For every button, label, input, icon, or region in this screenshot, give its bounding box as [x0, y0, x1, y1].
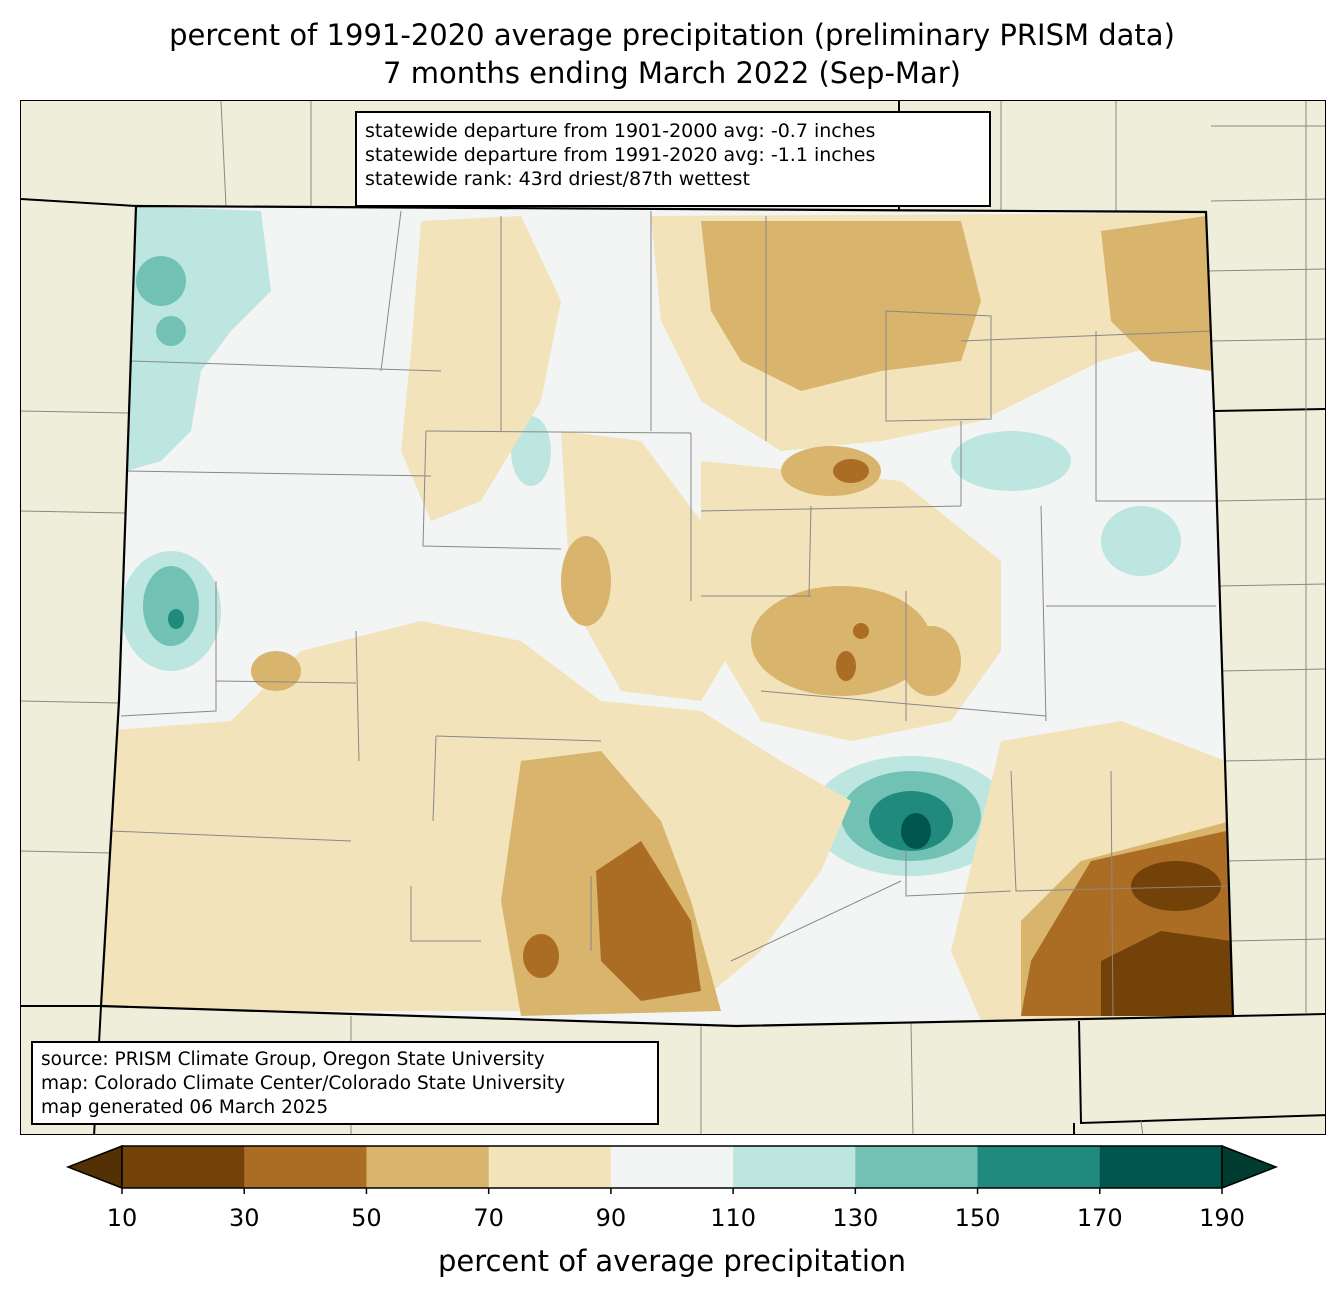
- colorado-border: [99, 204, 1235, 1028]
- colorbar-tick-label: 30: [228, 1204, 260, 1232]
- source-line: source: PRISM Climate Group, Oregon Stat…: [41, 1049, 545, 1070]
- nebraska-kansas-border: [1213, 408, 1325, 412]
- colorbar-tick-label: 170: [1076, 1204, 1123, 1232]
- neighbor-county-lines: [21, 101, 1325, 1134]
- stats-departure-1991: statewide departure from 1991-2020 avg: …: [365, 144, 876, 166]
- colorbar-bin: [488, 1146, 612, 1188]
- colorbar-tick-label: 90: [595, 1204, 627, 1232]
- wyoming-utah-border: [21, 198, 137, 207]
- colorbar-arrow-low: [65, 1144, 123, 1190]
- colorbar-bin: [977, 1146, 1101, 1188]
- colorbar-bin: [1099, 1146, 1223, 1188]
- colorbar-tick-label: 50: [351, 1204, 382, 1232]
- colorbar-bin: [366, 1146, 490, 1188]
- colorbar-tick-label: 130: [832, 1204, 879, 1232]
- colorbar-bin: [610, 1146, 734, 1188]
- oklahoma-border: [1232, 1013, 1325, 1017]
- colorbar-bin: [733, 1146, 856, 1188]
- statewide-stats-box: statewide departure from 1901-2000 avg: …: [355, 111, 991, 207]
- colorbar-label: percent of average precipitation: [437, 1244, 907, 1278]
- colorbar-tick-label: 70: [473, 1204, 504, 1232]
- colorbar-tick-label: 150: [954, 1204, 1001, 1232]
- map-title-line1: percent of 1991-2020 average precipitati…: [169, 18, 1175, 52]
- colorbar-tick-label: 190: [1199, 1204, 1245, 1232]
- colorbar-bin: [855, 1146, 979, 1188]
- colorbar-tick-label: 110: [710, 1204, 757, 1232]
- map-panel: [20, 100, 1326, 1135]
- colorbar-arrow-high: [1221, 1144, 1279, 1190]
- generated-date-line: map generated 06 March 2025: [41, 1097, 329, 1118]
- colorbar-bin: [244, 1146, 367, 1188]
- colorbar: [65, 1144, 1279, 1194]
- county-lines: [110, 210, 1232, 1017]
- stats-departure-1901: statewide departure from 1901-2000 avg: …: [365, 120, 876, 142]
- colorbar-tick-label: 10: [106, 1204, 138, 1232]
- source-box: source: PRISM Climate Group, Oregon Stat…: [31, 1041, 659, 1125]
- colorbar-bin: [122, 1146, 245, 1188]
- map-credit-line: map: Colorado Climate Center/Colorado St…: [41, 1073, 566, 1094]
- texas-border: [1078, 1020, 1325, 1125]
- precipitation-map: [21, 101, 1325, 1134]
- map-title-line2: 7 months ending March 2022 (Sep-Mar): [383, 56, 961, 90]
- precipitation-shading: [101, 206, 1233, 1026]
- stats-rank: statewide rank: 43rd driest/87th wettest: [365, 168, 750, 190]
- colorbar-frame: [121, 1145, 1223, 1189]
